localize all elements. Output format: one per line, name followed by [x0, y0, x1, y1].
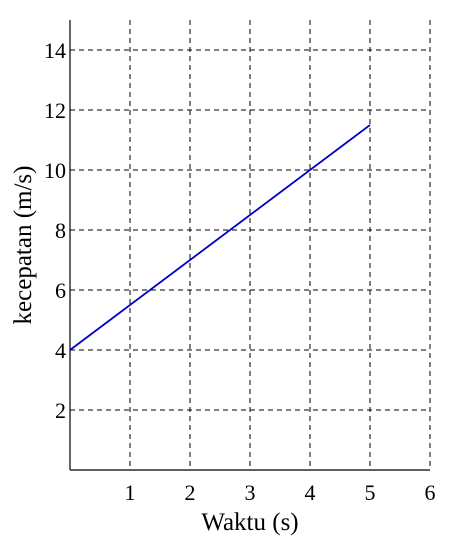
x-tick-labels: 1 2 3 4 5 6: [125, 480, 436, 505]
y-tick-labels: 2 4 6 8 10 12 14: [44, 38, 66, 423]
x-tick-label: 6: [425, 480, 436, 505]
y-tick-label: 2: [55, 398, 66, 423]
y-tick-label: 6: [55, 278, 66, 303]
axes: [69, 20, 430, 471]
y-tick-label: 8: [55, 218, 66, 243]
y-tick-label: 10: [44, 158, 66, 183]
grid-lines: [70, 20, 431, 470]
y-tick-label: 14: [44, 38, 66, 63]
series: [69, 124, 371, 351]
y-axis-title: kecepatan (m/s): [10, 166, 37, 325]
x-axis-title: Waktu (s): [201, 509, 298, 536]
velocity-line: [69, 124, 371, 351]
x-tick-label: 5: [365, 480, 376, 505]
x-tick-label: 2: [185, 480, 196, 505]
x-tick-label: 1: [125, 480, 136, 505]
x-tick-label: 4: [305, 480, 316, 505]
x-tick-label: 3: [245, 480, 256, 505]
y-tick-label: 4: [55, 338, 66, 363]
y-tick-label: 12: [44, 98, 66, 123]
